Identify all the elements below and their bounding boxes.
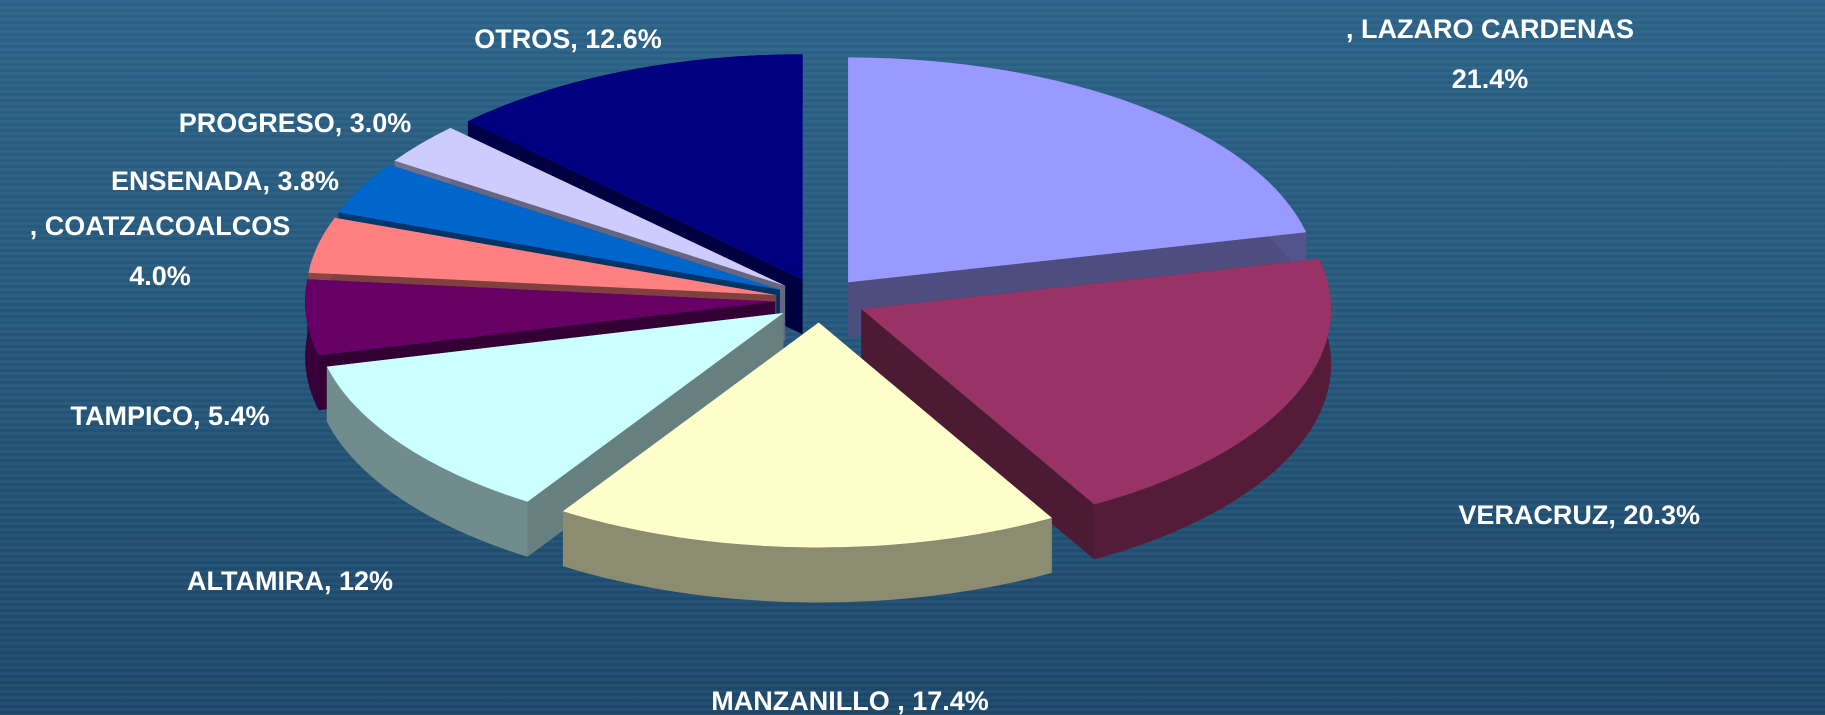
slice-top bbox=[394, 127, 786, 286]
slice-wall bbox=[305, 279, 319, 411]
data-label: 21.4% bbox=[1452, 64, 1529, 94]
slice-top bbox=[861, 258, 1332, 505]
slice-side bbox=[861, 309, 1095, 560]
slice-top bbox=[467, 54, 803, 280]
slice-top bbox=[848, 57, 1307, 283]
data-label: PROGRESO, 3.0% bbox=[179, 108, 412, 138]
data-label: MANZANILLO , 17.4% bbox=[711, 686, 989, 715]
slice bbox=[562, 322, 1052, 603]
slice-top bbox=[562, 322, 1052, 548]
data-label: ENSENADA, 3.8% bbox=[111, 166, 339, 196]
data-label: , LAZARO CARDENAS bbox=[1346, 14, 1634, 44]
data-label: OTROS, 12.6% bbox=[474, 24, 662, 54]
slice-top bbox=[305, 279, 776, 356]
data-label: , COATZACOALCOS bbox=[30, 211, 290, 241]
slice-wall bbox=[326, 366, 528, 557]
data-label: VERACRUZ, 20.3% bbox=[1458, 500, 1700, 530]
slice-top bbox=[308, 217, 777, 295]
data-label: 4.0% bbox=[129, 261, 191, 291]
slice bbox=[861, 258, 1332, 560]
slice-wall bbox=[562, 511, 1052, 603]
slice-top bbox=[338, 164, 780, 290]
slice-wall bbox=[1094, 258, 1332, 560]
slice-top bbox=[326, 313, 784, 502]
data-label: ALTAMIRA, 12% bbox=[187, 566, 393, 596]
data-label: TAMPICO, 5.4% bbox=[70, 401, 269, 431]
